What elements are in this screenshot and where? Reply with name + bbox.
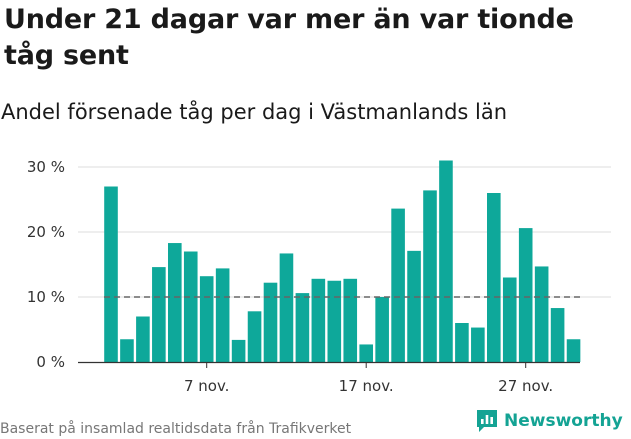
y-tick-label: 0 %: [36, 353, 65, 371]
bar: [471, 327, 485, 362]
bar: [183, 251, 198, 362]
bar: [120, 339, 134, 362]
bar: [231, 339, 246, 362]
bar: [439, 160, 453, 362]
bar: [487, 193, 501, 362]
axes: 0 % 10 % 20 % 30 % 7 nov. 17 nov. 27 nov.: [27, 158, 580, 395]
bar: [136, 316, 150, 362]
y-tick-label: 10 %: [27, 288, 65, 306]
bar: [423, 190, 437, 362]
x-tick-label: 7 nov.: [184, 377, 229, 395]
bar: [550, 308, 565, 362]
bar: [327, 280, 342, 362]
bar: [534, 266, 549, 362]
bar: [279, 253, 294, 362]
bar: [311, 278, 326, 362]
y-tick-label: 20 %: [27, 223, 65, 241]
bar: [391, 208, 405, 362]
bar: [359, 344, 373, 362]
source-note: Baserat på insamlad realtidsdata från Tr…: [0, 421, 352, 437]
chart-title: Under 21 dagar var mer än var tionde tåg…: [4, 4, 574, 71]
chart-subtitle: Andel försenade tåg per dag i Västmanlan…: [1, 100, 508, 124]
bar: [375, 297, 389, 362]
bar: [407, 250, 421, 362]
bar-chart: 0 % 10 % 20 % 30 % 7 nov. 17 nov. 27 nov.: [27, 158, 611, 395]
x-tick-label: 27 nov.: [498, 377, 553, 395]
newsworthy-logo-text: Newsworthy: [504, 411, 623, 431]
bar: [295, 293, 310, 362]
bar: [168, 243, 182, 362]
bar: [152, 267, 166, 362]
y-tick-label: 30 %: [27, 158, 65, 176]
x-tick-label: 17 nov.: [339, 377, 394, 395]
bar: [104, 186, 118, 362]
bar: [199, 276, 214, 362]
newsworthy-logo-icon: [477, 410, 497, 432]
bar: [566, 339, 581, 362]
bars: [104, 160, 581, 362]
bar: [502, 277, 517, 362]
bar: [215, 268, 230, 362]
bar: [518, 228, 533, 362]
bar: [455, 323, 469, 362]
newsworthy-logo: Newsworthy: [475, 408, 623, 434]
bar: [343, 278, 358, 362]
bar: [263, 282, 278, 362]
bar: [247, 311, 262, 362]
